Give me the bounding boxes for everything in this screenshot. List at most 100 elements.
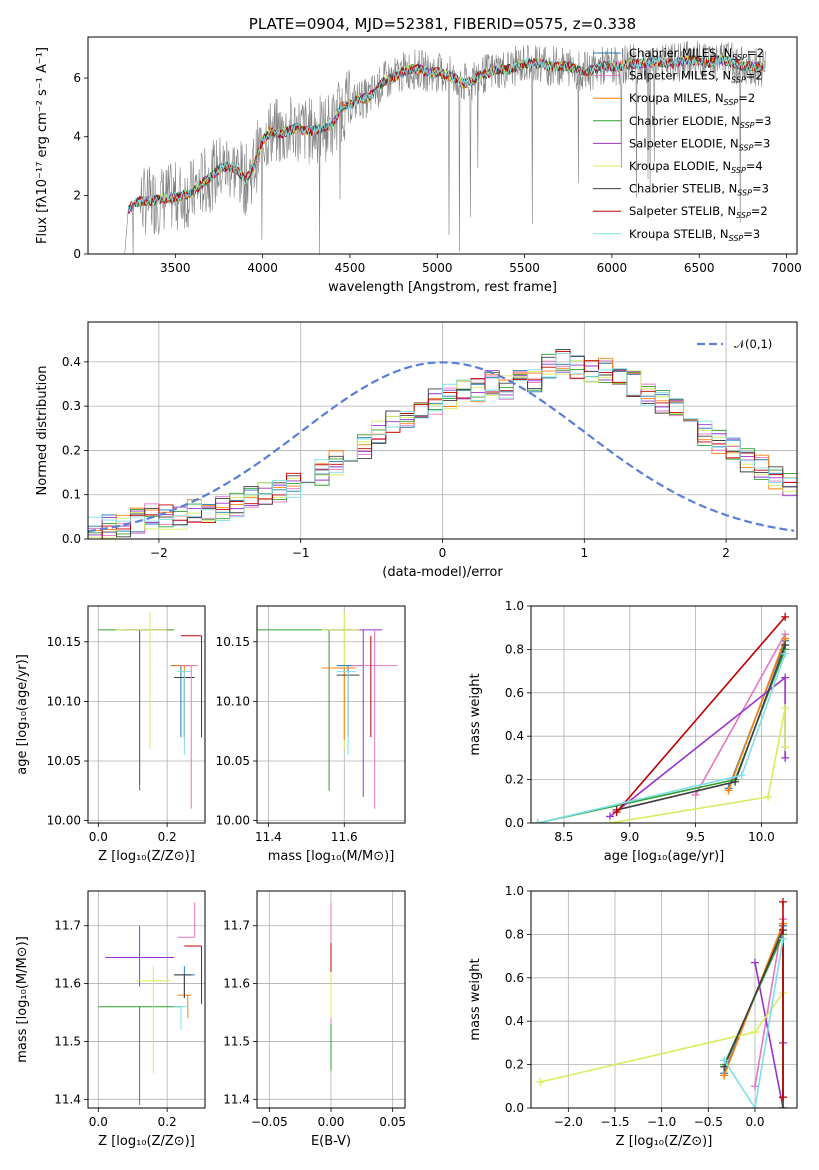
y-tick-label: 10.00: [216, 814, 250, 828]
x-axis-label: (data-model)/error: [382, 565, 503, 580]
x-tick-label: 10.0: [748, 830, 775, 844]
x-tick-label: −2: [150, 546, 168, 560]
axes-frame: [530, 890, 798, 1109]
plot-area: [98, 611, 203, 809]
legend-sub: SSP: [729, 234, 744, 243]
histogram-step-2: [88, 357, 797, 539]
legend-suffix: =4: [746, 159, 763, 173]
x-tick-label: −1.5: [600, 1115, 629, 1129]
y-tick-label: 0.0: [505, 816, 524, 830]
weight-marker: [612, 808, 621, 817]
panel-age-vs-mass: 11.4 11.6 10.00 10.05 10.10 10.15 mass [log₁₀(…: [216, 605, 406, 864]
axes-frame: [530, 605, 798, 824]
panel-residuals: 𝒩(0,1) −2 −1 0 1 2 0.0 0.1 0.2 0.3 0.4 (data-model)…: [35, 321, 798, 580]
legend-name: Kroupa MILES, N: [629, 91, 724, 105]
x-tick-label: 9.5: [686, 830, 705, 844]
plot-area: [536, 897, 787, 1108]
weight-marker: [781, 703, 790, 712]
y-tick-label: 11.6: [54, 977, 81, 991]
plot-area: [124, 40, 766, 254]
weight-marker: [781, 649, 790, 658]
y-tick-label: 10.00: [47, 814, 81, 828]
y-tick-label: 6: [73, 71, 81, 85]
legend-suffix: =3: [755, 114, 772, 128]
panel-mass-weight-vs-Z: −2.0 −1.5 −1.0 −0.5 0.0 0.0 0.2 0.4 0.6 0.8 1.0 Z […: [468, 884, 798, 1149]
histogram-step-3: [88, 353, 797, 539]
histogram-step-5: [88, 360, 797, 539]
weight-marker: [533, 819, 542, 823]
plot-area: [88, 349, 797, 539]
weight-marker: [720, 1071, 729, 1080]
x-tick-label: −1.0: [647, 1115, 676, 1129]
legend-sub: SSP: [724, 98, 739, 107]
panel-mass-weight-vs-age: 8.5 9.0 9.5 10.0 0.0 0.2 0.4 0.6 0.8 1.0 age [log₁…: [468, 599, 798, 864]
axes-frame: [87, 36, 798, 255]
panel-mass-vs-Z: 0.0 0.2 11.4 11.5 11.6 11.7 Z [log₁₀(Z/Z⊙)] mas…: [15, 890, 206, 1149]
weight-marker: [779, 934, 787, 943]
weight-marker: [606, 819, 615, 823]
legend-sub: SSP: [731, 166, 746, 175]
weight-marker: [781, 612, 790, 621]
y-tick-label: 0.6: [505, 971, 524, 985]
weight-marker: [536, 1077, 545, 1086]
x-tick-label: 11.4: [255, 830, 282, 844]
legend-suffix: =2: [738, 91, 755, 105]
x-axis-label: mass [log₁₀(M/M⊙)]: [268, 849, 395, 864]
x-tick-label: 0.05: [379, 1115, 406, 1129]
legend-sub: SSP: [739, 143, 754, 152]
weight-line-2: [727, 638, 786, 791]
histogram-step-6: [88, 349, 797, 539]
legend-suffix: =3: [753, 136, 770, 150]
y-axis-label: age [log₁₀(age/yr)]: [15, 654, 30, 775]
histogram-step-8: [88, 353, 797, 539]
weight-marker: [751, 1104, 759, 1108]
weight-line-1: [694, 633, 786, 796]
plot-area: [98, 902, 203, 1106]
x-axis-label: wavelength [Angstrom, rest frame]: [328, 280, 557, 295]
x-tick-label: 4000: [247, 261, 278, 275]
weight-line-5: [609, 707, 786, 823]
legend-name: Salpeter MILES, N: [629, 69, 731, 83]
y-tick-label: 11.7: [54, 919, 81, 933]
axes-frame: [87, 890, 206, 1109]
y-tick-label: 10.15: [47, 635, 81, 649]
y-tick-label: 0.2: [505, 773, 524, 787]
panel-mass-vs-ebv: −0.05 0.00 0.05 11.4 11.5 11.6 11.7 E(B-V): [223, 890, 406, 1149]
x-tick-label: 0.00: [318, 1115, 345, 1129]
y-tick-label: 4: [73, 130, 81, 144]
legend-entry: Chabrier STELIB, NSSP=3: [629, 182, 769, 198]
x-tick-label: −2.0: [554, 1115, 583, 1129]
legend-sub: SSP: [737, 189, 752, 198]
x-tick-label: 0.0: [89, 1115, 108, 1129]
legend-entry: Salpeter ELODIE, NSSP=3: [629, 136, 770, 152]
y-tick-label: 10.10: [216, 694, 250, 708]
axes-frame: [87, 605, 206, 824]
y-axis-label: Flux [fλ10⁻¹⁷ erg cm⁻² s⁻¹ A⁻¹]: [35, 47, 50, 244]
weight-line-8: [723, 938, 784, 1108]
y-axis-label: mass weight: [468, 958, 483, 1040]
x-tick-label: 0.0: [89, 830, 108, 844]
y-tick-label: 0.1: [62, 488, 81, 502]
y-tick-label: 0.8: [505, 642, 524, 656]
legend-entry: Salpeter STELIB, NSSP=2: [629, 204, 768, 220]
legend-sub: SSP: [732, 53, 747, 62]
y-tick-label: 0.0: [62, 532, 81, 546]
y-tick-label: 0.2: [62, 443, 81, 457]
x-tick-label: 1: [580, 546, 588, 560]
x-axis-label: age [log₁₀(age/yr)]: [604, 849, 725, 864]
y-tick-label: 11.6: [223, 977, 250, 991]
legend-entry: Chabrier ELODIE, NSSP=3: [629, 114, 771, 130]
legend-sub: SSP: [736, 211, 751, 220]
legend-entry: Kroupa ELODIE, NSSP=4: [629, 159, 763, 175]
legend-name: Kroupa ELODIE, N: [629, 159, 731, 173]
model-line-8: [127, 54, 766, 212]
legend-entry: Chabrier MILES, NSSP=2: [629, 46, 764, 62]
y-tick-label: 11.4: [223, 1092, 250, 1106]
legend-name: Kroupa STELIB, N: [629, 227, 729, 241]
normal-curve-line: [88, 361, 795, 533]
legend-suffix: =2: [747, 46, 764, 60]
y-tick-label: 10.10: [47, 694, 81, 708]
chart-title: PLATE=0904, MJD=52381, FIBERID=0575, z=0…: [249, 15, 636, 33]
